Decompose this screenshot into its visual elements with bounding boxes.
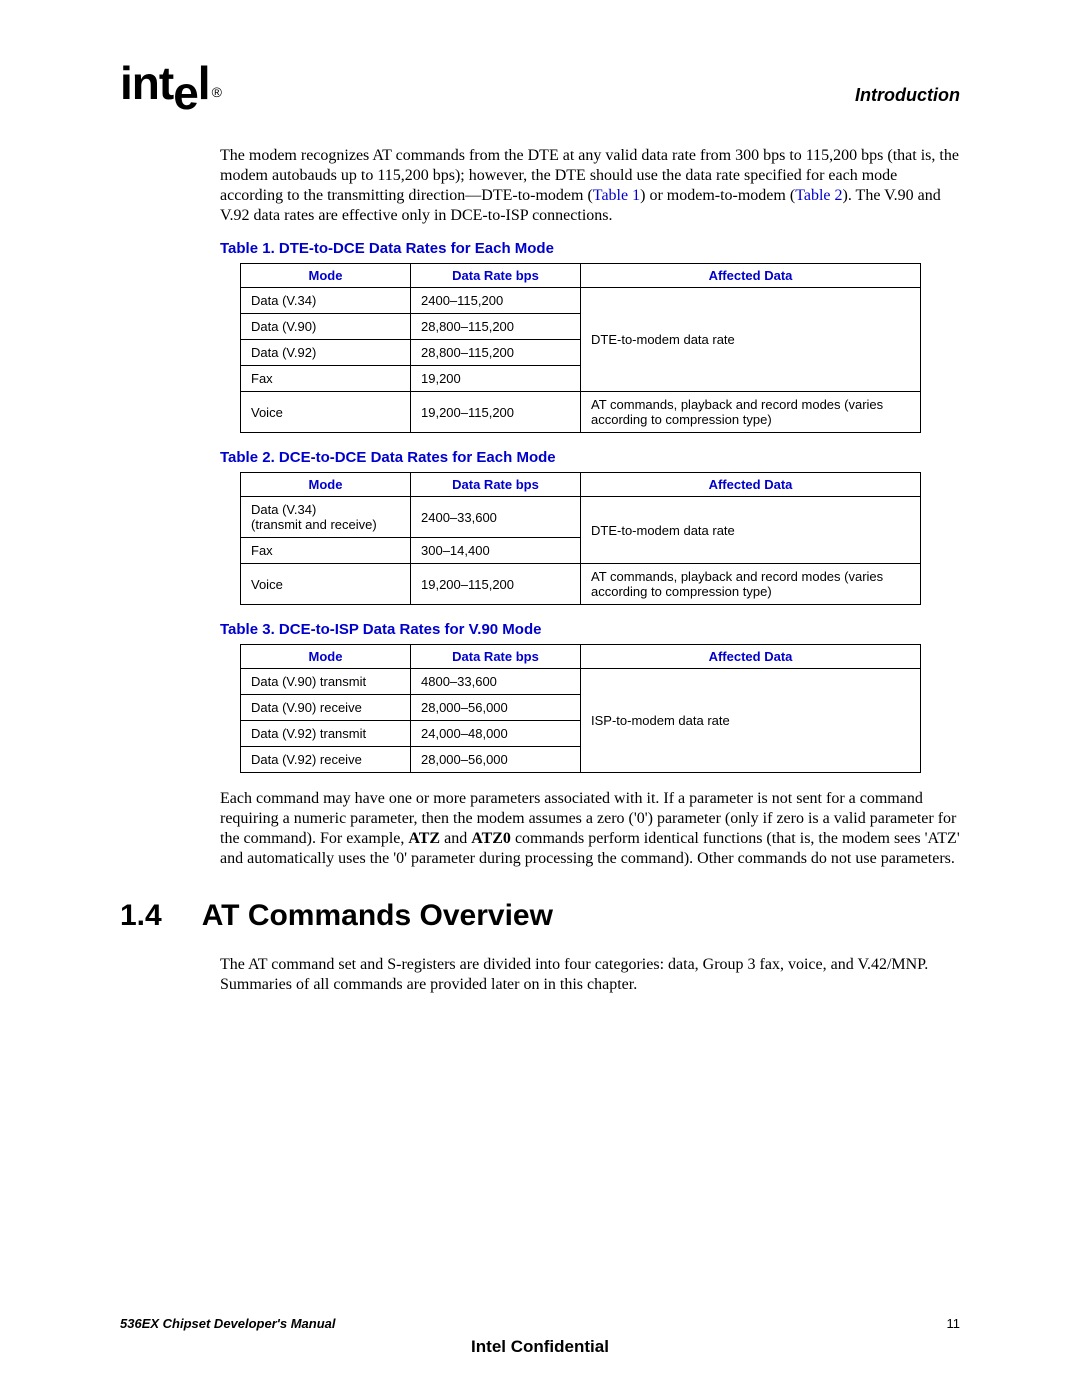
- table2-link[interactable]: Table 2: [795, 187, 842, 204]
- table1: Mode Data Rate bps Affected Data Data (V…: [240, 263, 921, 433]
- cell-affected: AT commands, playback and record modes (…: [581, 392, 921, 433]
- col-rate: Data Rate bps: [411, 473, 581, 497]
- table2-caption: Table 2. DCE-to-DCE Data Rates for Each …: [220, 449, 960, 466]
- cell-affected: DTE-to-modem data rate: [581, 497, 921, 564]
- col-mode: Mode: [241, 645, 411, 669]
- cell-mode: Data (V.90): [241, 314, 411, 340]
- document-page: intel® Introduction The modem recognizes…: [0, 0, 1080, 1397]
- col-affected: Affected Data: [581, 264, 921, 288]
- cell-rate: 19,200–115,200: [411, 564, 581, 605]
- cell-mode: Fax: [241, 538, 411, 564]
- param-text-2: and: [440, 830, 471, 847]
- content-body: The modem recognizes AT commands from th…: [220, 146, 960, 869]
- footer-manual-title: 536EX Chipset Developer's Manual: [120, 1316, 336, 1331]
- table3: Mode Data Rate bps Affected Data Data (V…: [240, 644, 921, 773]
- col-rate: Data Rate bps: [411, 264, 581, 288]
- cell-rate: 300–14,400: [411, 538, 581, 564]
- table-row: Data (V.34) 2400–115,200 DTE-to-modem da…: [241, 288, 921, 314]
- cell-mode-line2: (transmit and receive): [251, 517, 377, 532]
- atz0-bold: ATZ0: [471, 830, 511, 847]
- intro-text-2: ) or modem-to-modem (: [640, 187, 795, 204]
- cell-rate: 4800–33,600: [411, 669, 581, 695]
- cell-rate: 2400–115,200: [411, 288, 581, 314]
- section-number: 1.4: [120, 899, 162, 933]
- table-header-row: Mode Data Rate bps Affected Data: [241, 473, 921, 497]
- cell-mode: Voice: [241, 564, 411, 605]
- cell-rate: 2400–33,600: [411, 497, 581, 538]
- cell-mode: Fax: [241, 366, 411, 392]
- atz-bold: ATZ: [408, 830, 440, 847]
- table1-caption: Table 1. DTE-to-DCE Data Rates for Each …: [220, 240, 960, 257]
- cell-rate: 19,200: [411, 366, 581, 392]
- overview-body: The AT command set and S-registers are d…: [220, 955, 960, 995]
- cell-rate: 28,000–56,000: [411, 747, 581, 773]
- cell-affected: AT commands, playback and record modes (…: [581, 564, 921, 605]
- cell-mode: Voice: [241, 392, 411, 433]
- table-row: Data (V.90) transmit 4800–33,600 ISP-to-…: [241, 669, 921, 695]
- cell-rate: 28,800–115,200: [411, 340, 581, 366]
- overview-paragraph: The AT command set and S-registers are d…: [220, 955, 960, 995]
- cell-rate: 28,000–56,000: [411, 695, 581, 721]
- cell-rate: 28,800–115,200: [411, 314, 581, 340]
- intel-logo: intel®: [120, 60, 221, 106]
- section-title: AT Commands Overview: [202, 899, 553, 933]
- table2: Mode Data Rate bps Affected Data Data (V…: [240, 472, 921, 605]
- col-mode: Mode: [241, 473, 411, 497]
- cell-mode: Data (V.92) receive: [241, 747, 411, 773]
- cell-rate: 19,200–115,200: [411, 392, 581, 433]
- cell-mode: Data (V.34) (transmit and receive): [241, 497, 411, 538]
- cell-mode: Data (V.34): [241, 288, 411, 314]
- page-footer: 536EX Chipset Developer's Manual 11 Inte…: [120, 1316, 960, 1357]
- footer-page-number: 11: [947, 1316, 961, 1331]
- table-header-row: Mode Data Rate bps Affected Data: [241, 264, 921, 288]
- footer-row: 536EX Chipset Developer's Manual 11: [120, 1316, 960, 1331]
- table3-caption: Table 3. DCE-to-ISP Data Rates for V.90 …: [220, 621, 960, 638]
- cell-mode-line1: Data (V.34): [251, 502, 316, 517]
- col-affected: Affected Data: [581, 473, 921, 497]
- col-affected: Affected Data: [581, 645, 921, 669]
- cell-affected: DTE-to-modem data rate: [581, 288, 921, 392]
- parameters-paragraph: Each command may have one or more parame…: [220, 789, 960, 869]
- cell-mode: Data (V.90) transmit: [241, 669, 411, 695]
- cell-mode: Data (V.90) receive: [241, 695, 411, 721]
- page-section-label: Introduction: [855, 85, 960, 106]
- section-heading: 1.4 AT Commands Overview: [120, 899, 960, 933]
- footer-confidential: Intel Confidential: [120, 1337, 960, 1357]
- intro-paragraph: The modem recognizes AT commands from th…: [220, 146, 960, 226]
- col-rate: Data Rate bps: [411, 645, 581, 669]
- cell-affected: ISP-to-modem data rate: [581, 669, 921, 773]
- table1-link[interactable]: Table 1: [593, 187, 640, 204]
- cell-rate: 24,000–48,000: [411, 721, 581, 747]
- registered-mark: ®: [212, 84, 221, 100]
- cell-mode: Data (V.92) transmit: [241, 721, 411, 747]
- cell-mode: Data (V.92): [241, 340, 411, 366]
- table-header-row: Mode Data Rate bps Affected Data: [241, 645, 921, 669]
- table-row: Voice 19,200–115,200 AT commands, playba…: [241, 564, 921, 605]
- table-row: Data (V.34) (transmit and receive) 2400–…: [241, 497, 921, 538]
- table-row: Voice 19,200–115,200 AT commands, playba…: [241, 392, 921, 433]
- col-mode: Mode: [241, 264, 411, 288]
- page-header: intel® Introduction: [120, 60, 960, 106]
